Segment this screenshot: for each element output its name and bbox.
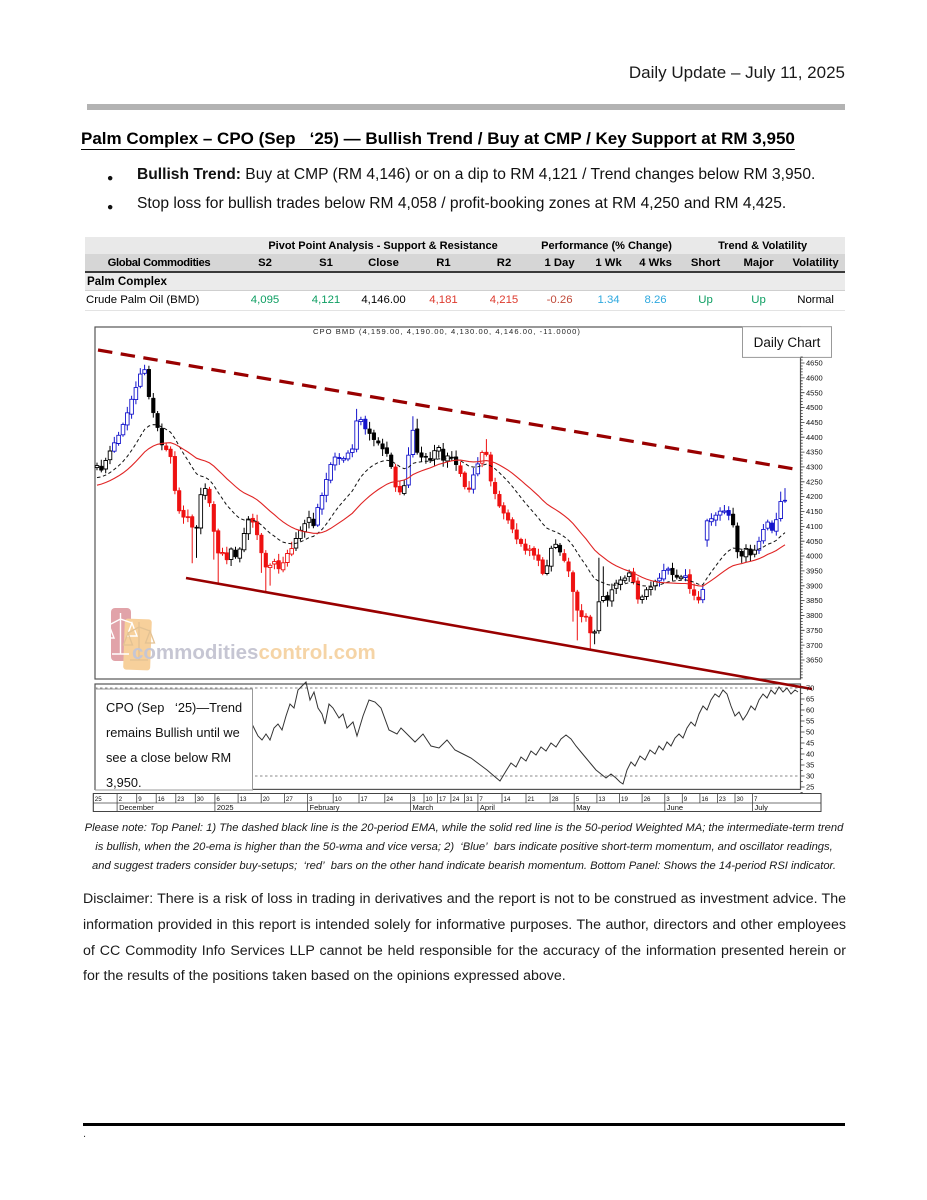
svg-text:2: 2 [119,796,123,803]
svg-text:7: 7 [479,796,483,803]
svg-text:27: 27 [286,796,293,803]
svg-text:40: 40 [806,750,814,759]
svg-text:6: 6 [216,796,220,803]
svg-text:70: 70 [806,684,814,693]
svg-text:December: December [119,803,154,812]
svg-text:35: 35 [806,761,814,770]
svg-text:30: 30 [806,772,814,781]
svg-text:May: May [576,803,590,812]
svg-text:3,950.: 3,950. [106,775,142,790]
svg-text:2025: 2025 [217,803,234,812]
svg-text:16: 16 [158,796,165,803]
svg-text:25: 25 [806,783,814,792]
svg-text:4050: 4050 [806,537,823,546]
svg-text:9: 9 [138,796,142,803]
svg-text:remains Bullish until we: remains Bullish until we [106,725,240,740]
svg-text:19: 19 [621,796,628,803]
svg-text:13: 13 [598,796,605,803]
svg-text:10: 10 [335,796,342,803]
svg-text:9: 9 [684,796,688,803]
svg-text:4600: 4600 [806,374,823,383]
svg-text:4250: 4250 [806,477,823,486]
svg-text:28: 28 [552,796,559,803]
svg-text:4150: 4150 [806,507,823,516]
svg-text:3: 3 [666,796,670,803]
svg-text:23: 23 [719,796,726,803]
svg-text:17: 17 [439,796,446,803]
svg-text:4450: 4450 [806,418,823,427]
svg-text:50: 50 [806,728,814,737]
svg-text:Daily Chart: Daily Chart [754,335,821,350]
svg-text:25: 25 [95,796,102,803]
svg-text:3900: 3900 [806,581,823,590]
svg-text:14: 14 [504,796,511,803]
svg-text:23: 23 [177,796,184,803]
svg-text:3750: 3750 [806,626,823,635]
svg-text:July: July [755,803,769,812]
svg-text:4350: 4350 [806,448,823,457]
svg-text:3: 3 [309,796,313,803]
svg-text:13: 13 [240,796,247,803]
svg-text:3950: 3950 [806,567,823,576]
svg-text:45: 45 [806,739,814,748]
svg-text:3700: 3700 [806,641,823,650]
svg-text:20: 20 [263,796,270,803]
svg-text:June: June [667,803,683,812]
svg-text:55: 55 [806,717,814,726]
svg-text:4200: 4200 [806,492,823,501]
svg-text:March: March [413,803,434,812]
svg-text:3650: 3650 [806,656,823,665]
svg-text:5: 5 [576,796,580,803]
svg-text:10: 10 [426,796,433,803]
svg-text:60: 60 [806,706,814,715]
svg-text:24: 24 [452,796,459,803]
svg-text:CPO (Sep ‘25)—Trend: CPO (Sep ‘25)—Trend [106,700,242,715]
svg-text:3800: 3800 [806,611,823,620]
svg-text:30: 30 [737,796,744,803]
svg-text:65: 65 [806,695,814,704]
svg-text:4400: 4400 [806,433,823,442]
svg-text:31: 31 [466,796,473,803]
svg-text:24: 24 [386,796,393,803]
svg-text:17: 17 [361,796,368,803]
svg-text:3850: 3850 [806,596,823,605]
svg-text:26: 26 [644,796,651,803]
svg-text:4500: 4500 [806,403,823,412]
svg-text:4000: 4000 [806,552,823,561]
svg-text:30: 30 [197,796,204,803]
svg-text:April: April [480,803,495,812]
svg-text:CPO BMD (4,159.00, 4,190.00, 4: CPO BMD (4,159.00, 4,190.00, 4,130.00, 4… [313,327,581,336]
svg-text:4300: 4300 [806,463,823,472]
svg-text:4650: 4650 [806,359,823,368]
svg-text:3: 3 [412,796,416,803]
svg-text:16: 16 [701,796,708,803]
svg-text:commoditiescontrol.com: commoditiescontrol.com [132,641,376,664]
svg-text:21: 21 [528,796,535,803]
svg-text:February: February [310,803,340,812]
svg-text:4550: 4550 [806,388,823,397]
svg-text:7: 7 [754,796,758,803]
svg-text:see a close below RM: see a close below RM [106,750,231,765]
svg-text:4100: 4100 [806,522,823,531]
